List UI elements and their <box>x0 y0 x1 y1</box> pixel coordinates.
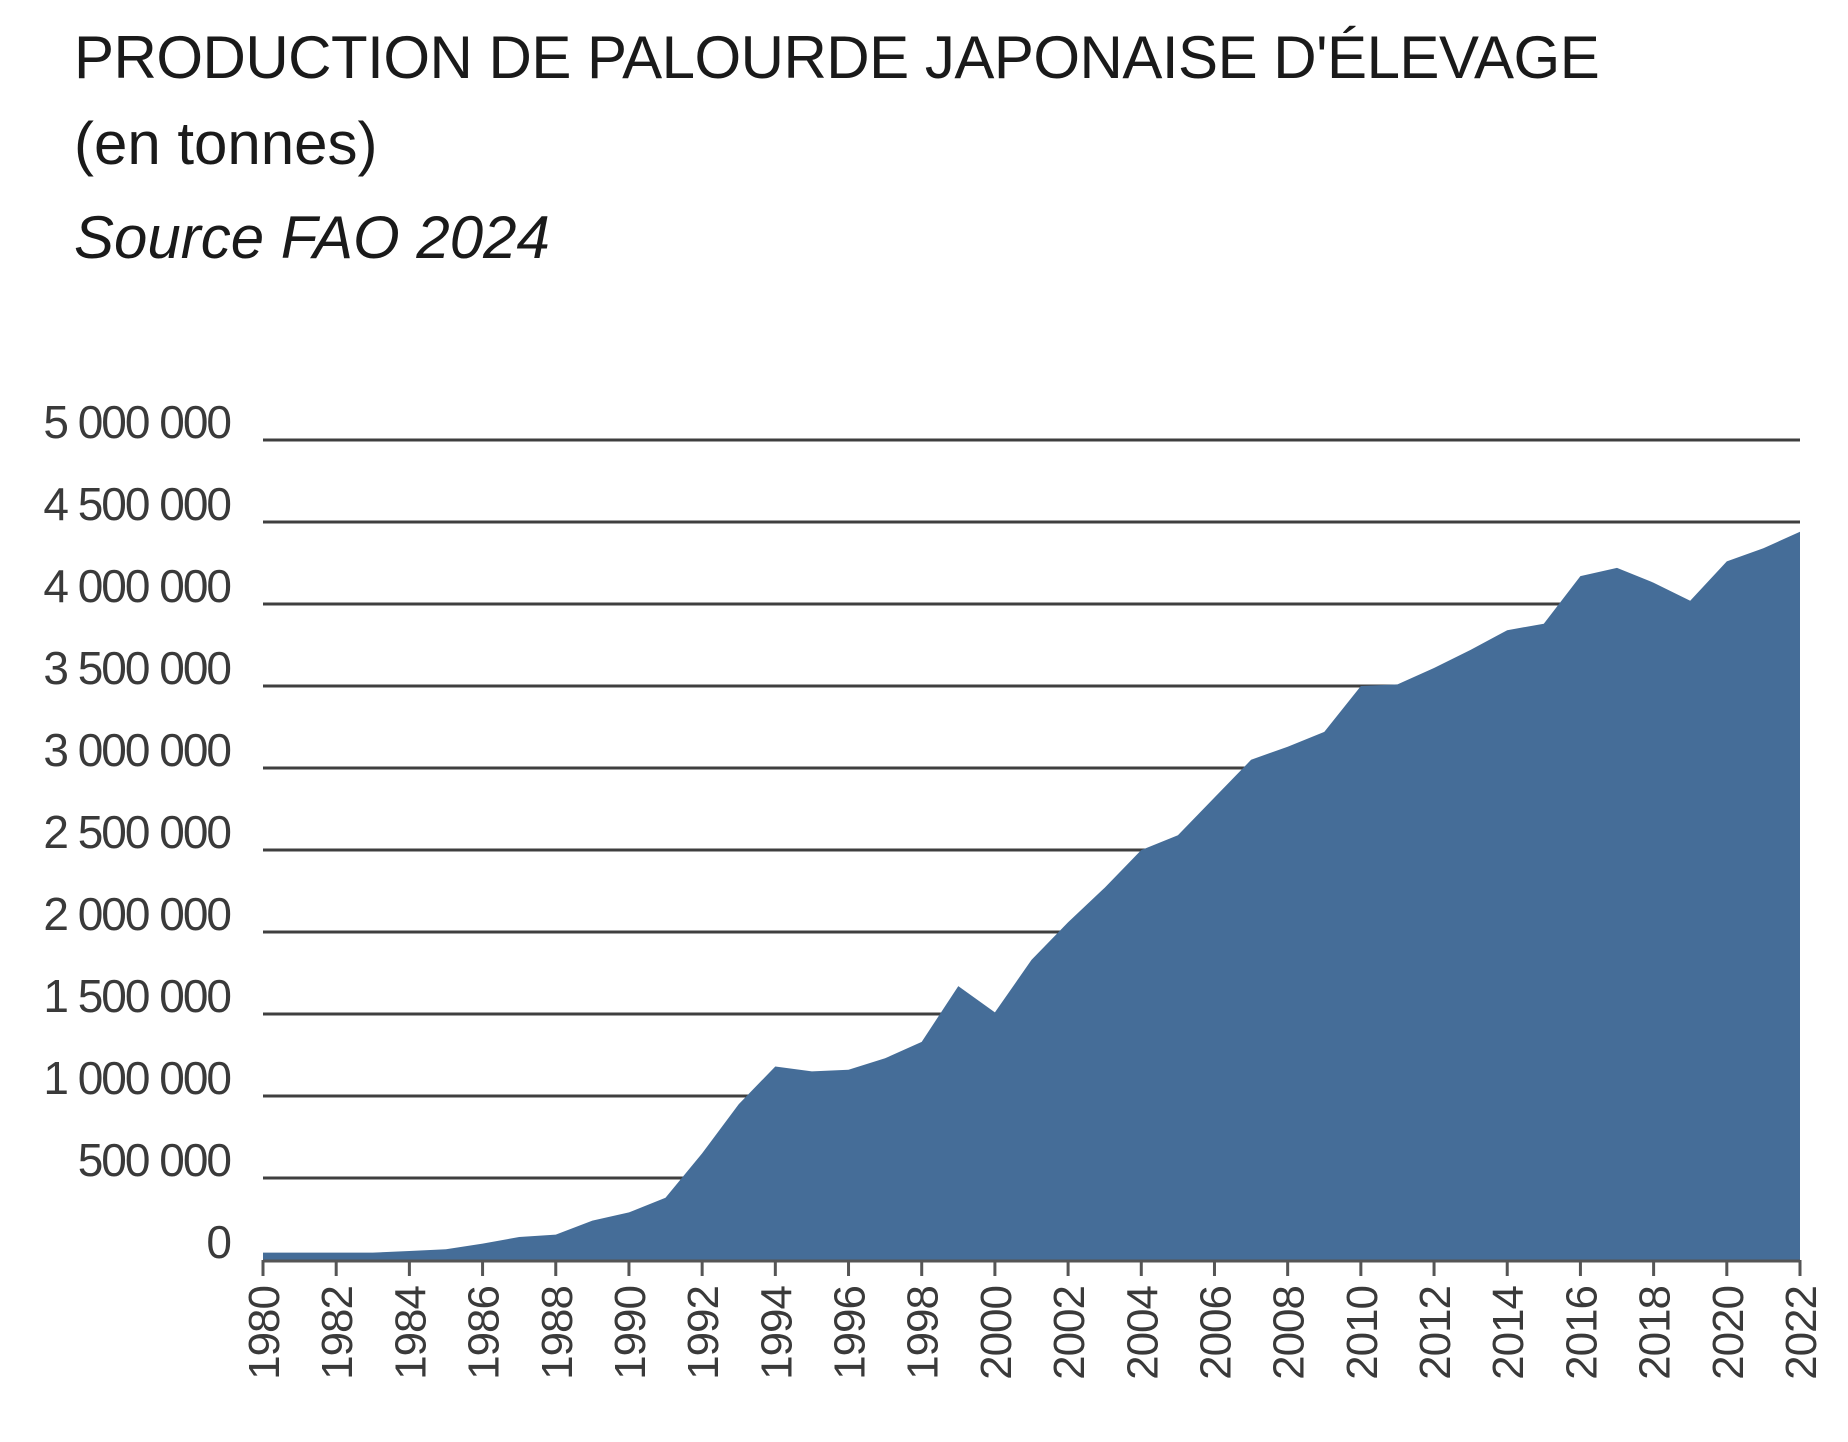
area-layer <box>263 531 1800 1260</box>
x-tick-label: 2010 <box>1338 1286 1387 1380</box>
x-tick-label: 1982 <box>313 1286 362 1380</box>
y-tick-label: 5 000 000 <box>43 396 230 448</box>
x-tick-label: 2022 <box>1777 1286 1826 1380</box>
y-axis: 0 500 000 1 000 000 1 500 000 2 000 000 2 500… <box>43 396 232 1268</box>
x-tick-label: 2004 <box>1118 1285 1167 1379</box>
x-tick-label: 1984 <box>386 1285 435 1379</box>
chart-subtitle: (en tonnes) <box>74 110 378 177</box>
x-tick-label: 2008 <box>1265 1286 1314 1380</box>
x-axis: 1980 1982 1984 1986 1988 1990 1992 1994 1996 1998… <box>240 1259 1826 1380</box>
x-tick-label: 1992 <box>679 1286 728 1380</box>
x-tick-label: 2012 <box>1411 1286 1460 1380</box>
y-tick-label: 1 500 000 <box>43 970 230 1022</box>
y-tick-label: 2 500 000 <box>43 806 230 858</box>
y-tick-label: 3 500 000 <box>43 642 230 694</box>
y-tick-label: 2 000 000 <box>43 888 230 940</box>
x-tick-label: 2016 <box>1557 1286 1606 1380</box>
chart-source: Source FAO 2024 <box>74 204 550 271</box>
x-tick-label: 2002 <box>1045 1286 1094 1380</box>
x-tick-label: 2018 <box>1631 1286 1680 1380</box>
x-tick-label: 1980 <box>240 1286 289 1380</box>
y-tick-label: 3 000 000 <box>43 724 230 776</box>
x-tick-label: 1996 <box>826 1286 875 1380</box>
y-tick-label: 0 <box>206 1216 230 1268</box>
y-tick-label: 500 000 <box>78 1134 231 1186</box>
y-tick-label: 4 500 000 <box>43 478 230 530</box>
area-series <box>263 531 1800 1260</box>
y-tick-label: 1 000 000 <box>43 1052 230 1104</box>
x-tick-label: 1988 <box>533 1286 582 1380</box>
x-tick-label: 2020 <box>1704 1286 1753 1380</box>
x-tick-label: 1986 <box>460 1286 509 1380</box>
chart-title: PRODUCTION DE PALOURDE JAPONAISE D'ÉLEVA… <box>74 24 1600 91</box>
x-tick-label: 1994 <box>752 1285 801 1379</box>
x-tick-label: 2006 <box>1191 1286 1240 1380</box>
x-tick-label: 1990 <box>606 1286 655 1380</box>
x-tick-label: 2000 <box>972 1286 1021 1380</box>
y-tick-label: 4 000 000 <box>43 560 230 612</box>
x-tick-label: 2014 <box>1484 1285 1533 1379</box>
x-tick-label: 1998 <box>899 1286 948 1380</box>
